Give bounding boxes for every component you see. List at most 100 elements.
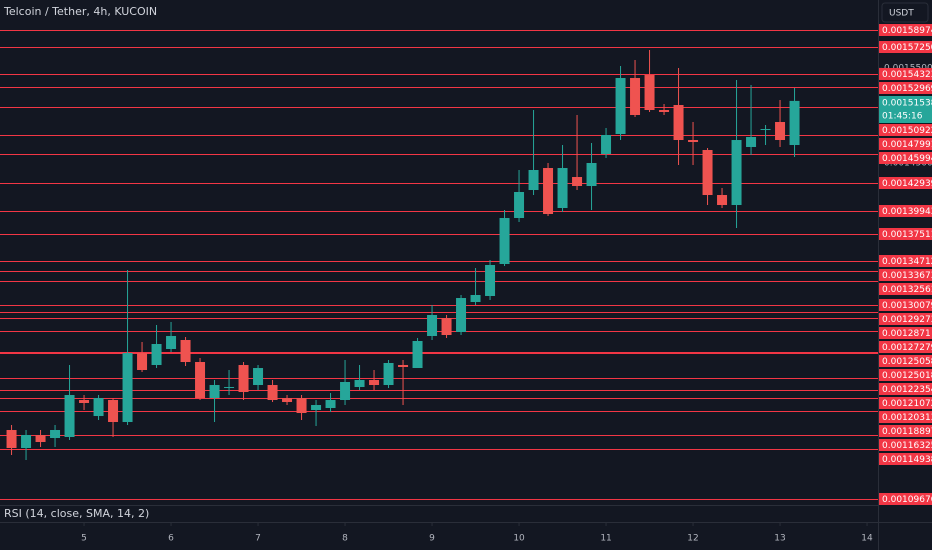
- level-label-box: [879, 269, 932, 281]
- level-label: 0.00118897: [882, 427, 932, 437]
- candle-body: [311, 405, 322, 411]
- candle-body: [514, 192, 525, 219]
- candle-body: [485, 265, 496, 297]
- candle-body: [267, 385, 278, 401]
- candle-body: [238, 365, 249, 393]
- candle-body: [717, 195, 728, 206]
- level-label: 0.00125018: [882, 371, 932, 381]
- candle-body: [122, 353, 133, 423]
- candle-body: [180, 340, 191, 363]
- candle-body: [209, 385, 220, 399]
- candle-body: [224, 387, 235, 389]
- candle-body: [586, 163, 597, 187]
- level-label: 0.00150922: [882, 126, 932, 136]
- x-tick-label: 13: [774, 534, 785, 544]
- level-label-box: [879, 283, 932, 295]
- last-price: 0.00151538: [882, 99, 932, 109]
- level-label: 0.00142939: [882, 179, 932, 189]
- level-label-box: [879, 493, 932, 505]
- candle-body: [137, 353, 148, 371]
- candle-body: [702, 150, 713, 196]
- level-label-box: [879, 41, 932, 53]
- x-tick-label: 12: [687, 534, 698, 544]
- level-label: 0.00152969: [882, 84, 932, 94]
- candle-body: [760, 129, 771, 131]
- candle-body: [427, 315, 438, 337]
- level-label: 0.00116325: [882, 441, 932, 451]
- level-label-box: [879, 425, 932, 437]
- candle-body: [673, 105, 684, 141]
- x-tick-label: 7: [255, 534, 261, 544]
- candle-body: [93, 398, 104, 417]
- level-label: 0.0012871: [882, 329, 931, 339]
- chart-title: Telcoin / Tether, 4h, KUCOIN: [3, 5, 157, 18]
- level-label-box: [879, 313, 932, 325]
- level-label: 0.00154323: [882, 70, 932, 80]
- candle-body: [557, 168, 568, 209]
- level-label-box: [879, 205, 932, 217]
- level-label-box: [879, 177, 932, 189]
- level-label-box: [879, 299, 932, 311]
- level-label-box: [879, 453, 932, 465]
- candle-body: [296, 398, 307, 414]
- level-label: 0.00134712: [882, 257, 932, 267]
- level-label: 0.00129273: [882, 315, 932, 325]
- currency-box[interactable]: [881, 2, 929, 23]
- candle-body: [499, 218, 510, 265]
- level-label: 0.00137511: [882, 230, 932, 240]
- candle-body: [369, 380, 380, 386]
- x-tick-label: 8: [342, 534, 348, 544]
- candle-body: [166, 336, 177, 350]
- currency[interactable]: USDT: [889, 9, 914, 19]
- level-label: 0.00120313: [882, 413, 932, 423]
- level-label: 0.00133673: [882, 271, 932, 281]
- candle-body: [340, 382, 351, 401]
- level-label: 0.00147991: [882, 140, 932, 150]
- candle-body: [253, 368, 264, 386]
- level-label: 0.00139943: [882, 207, 932, 217]
- level-label: 0.00114938: [882, 455, 932, 465]
- candle-body: [470, 295, 481, 303]
- level-label: 0.00132561: [882, 285, 932, 295]
- candle-body: [644, 75, 655, 111]
- candle-body: [6, 430, 17, 449]
- level-label-box: [879, 24, 932, 36]
- level-label-box: [879, 228, 932, 240]
- level-label: 0.00125058: [882, 357, 932, 367]
- last-price-box: [879, 96, 932, 123]
- candle-body: [543, 168, 554, 215]
- level-label: 0.00158974: [882, 26, 932, 36]
- level-label-box: [879, 68, 932, 80]
- candle-body: [659, 110, 670, 113]
- candle-body: [79, 400, 90, 404]
- level-label-box: [879, 355, 932, 367]
- candle-body: [775, 122, 786, 141]
- countdown: 01:45:16: [882, 112, 923, 122]
- candle-body: [383, 363, 394, 386]
- candle-body: [108, 400, 119, 423]
- candle-body: [731, 140, 742, 206]
- x-tick-label: 11: [600, 534, 611, 544]
- candle-body: [50, 430, 61, 439]
- candle-body: [282, 398, 293, 403]
- level-label: 0.00157250: [882, 43, 932, 53]
- candle-body: [528, 170, 539, 191]
- indicator-label: RSI (14, close, SMA, 14, 2): [4, 507, 149, 520]
- candle-body: [601, 135, 612, 155]
- candle-body: [354, 380, 365, 388]
- marks: [0, 30, 878, 500]
- level-label-box: [879, 411, 932, 423]
- candle-body: [456, 298, 467, 333]
- level-label-box: [879, 152, 932, 164]
- level-label-box: [879, 341, 932, 353]
- level-label: 0.00121072: [882, 399, 932, 409]
- candle-body: [412, 341, 423, 369]
- level-label: 0.00122354: [882, 385, 932, 395]
- x-tick-label: 6: [168, 534, 174, 544]
- level-label: 0.00127279: [882, 343, 932, 353]
- level-label: 0.00130079: [882, 301, 932, 311]
- candle-body: [441, 318, 452, 336]
- x-tick-label: 14: [861, 534, 873, 544]
- x-tick-label: 9: [429, 534, 435, 544]
